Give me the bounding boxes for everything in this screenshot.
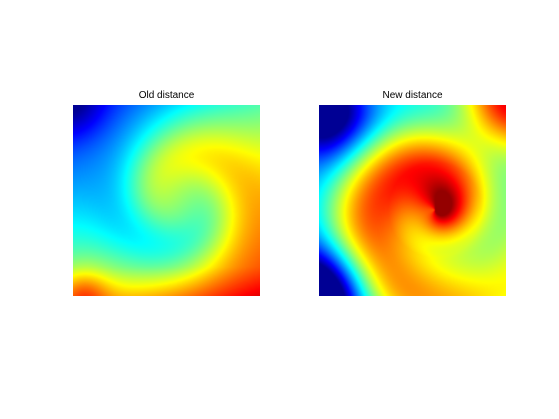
- new-distance-panel: New distance: [319, 90, 506, 296]
- new-distance-heatmap: [319, 105, 506, 296]
- old-distance-panel: Old distance: [73, 90, 260, 296]
- old-distance-title: Old distance: [138, 90, 195, 101]
- new-distance-title: New distance: [382, 90, 443, 101]
- old-distance-heatmap: [73, 105, 260, 296]
